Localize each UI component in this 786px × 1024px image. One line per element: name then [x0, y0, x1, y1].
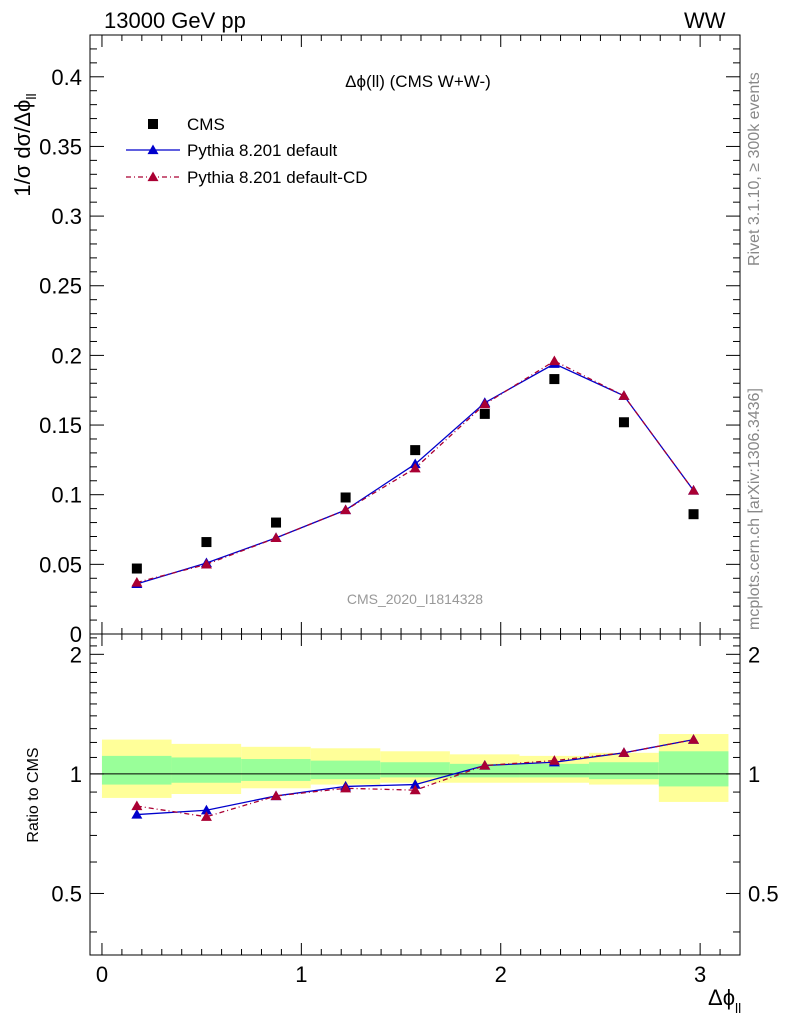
ratio-y-tick-left-label: 1: [70, 762, 82, 787]
ratio-point: [548, 755, 560, 765]
ratio-point: [200, 811, 212, 821]
data-point: [340, 492, 351, 503]
ratio-point: [409, 784, 421, 795]
process-label: 13000 GeV pp: [104, 8, 246, 33]
y-tick-label: 0.3: [51, 204, 82, 229]
mc-point: [131, 576, 143, 587]
y-tick-label: 0.2: [51, 343, 82, 368]
ratio-point: [200, 804, 212, 815]
y-tick-label: 0: [70, 622, 82, 647]
data-point: [131, 563, 142, 574]
ratio-y-tick-right-label: 0.5: [748, 881, 779, 906]
ratio-point: [131, 800, 143, 811]
ratio-y-tick-left-label: 0.5: [51, 881, 82, 906]
ratio-point: [409, 779, 421, 789]
legend-label: Pythia 8.201 default: [187, 141, 338, 160]
mc-point: [270, 532, 282, 543]
mc-point: [200, 558, 212, 569]
x-tick-label: 1: [295, 962, 307, 987]
legend-label: CMS: [187, 115, 225, 134]
ratio-point: [688, 734, 700, 744]
x-tick-label: 0: [96, 962, 108, 987]
ratio-point: [131, 809, 143, 819]
ratio-point: [270, 790, 282, 801]
mc-point: [618, 390, 630, 400]
x-tick-label: 3: [694, 962, 706, 987]
uncertainty-band-inner: [171, 757, 242, 783]
data-point: [618, 417, 629, 428]
ratio-point: [479, 759, 491, 770]
ratio-point: [340, 782, 352, 793]
analysis-watermark: CMS_2020_I1814328: [347, 591, 483, 607]
uncertainty-band-inner: [589, 762, 659, 780]
y-tick-label: 0.25: [39, 274, 82, 299]
plot-title: Δϕ(ll) (CMS W+W-): [345, 72, 491, 91]
mc-point: [340, 504, 352, 515]
uncertainty-band-inner: [380, 762, 450, 778]
data-point: [410, 445, 421, 456]
legend-marker: [147, 144, 159, 155]
ratio-y-tick-right-label: 2: [748, 642, 760, 667]
data-point: [688, 509, 699, 520]
data-point: [201, 537, 212, 548]
mc-point: [409, 462, 421, 473]
data-point: [549, 374, 560, 385]
x-axis-title: Δϕll: [708, 985, 741, 1016]
ratio-line-pythia-8-201-default-cd: [136, 738, 694, 818]
mc-point: [688, 485, 700, 495]
y-tick-label: 0.1: [51, 483, 82, 508]
data-point: [479, 408, 490, 419]
uncertainty-band-inner: [658, 751, 729, 787]
data-point: [271, 517, 282, 528]
y-tick-label: 0.35: [39, 134, 82, 159]
ratio-y-tick-left-label: 2: [70, 642, 82, 667]
series-line-pythia-8-201-default: [136, 363, 695, 585]
y-tick-label: 0.4: [51, 65, 82, 90]
uncertainty-band-inner: [101, 755, 172, 785]
uncertainty-band-inner: [310, 760, 381, 780]
legend-label: Pythia 8.201 default-CD: [187, 168, 368, 187]
mc-point: [548, 355, 560, 366]
ratio-point: [618, 747, 630, 757]
final-state-label: WW: [684, 8, 726, 33]
x-tick-label: 2: [495, 962, 507, 987]
ratio-y-axis-title: Ratio to CMS: [25, 747, 42, 842]
uncertainty-band-inner: [241, 759, 311, 781]
y-tick-label: 0.15: [39, 413, 82, 438]
legend-marker: [148, 119, 158, 129]
y-axis-title: 1/σ dσ/Δϕll: [10, 93, 39, 196]
ratio-y-tick-right-label: 1: [748, 762, 760, 787]
mc-point: [479, 398, 491, 409]
ratio-plot-frame: [89, 633, 741, 956]
legend-marker: [147, 171, 159, 182]
y-tick-label: 0.05: [39, 552, 82, 577]
